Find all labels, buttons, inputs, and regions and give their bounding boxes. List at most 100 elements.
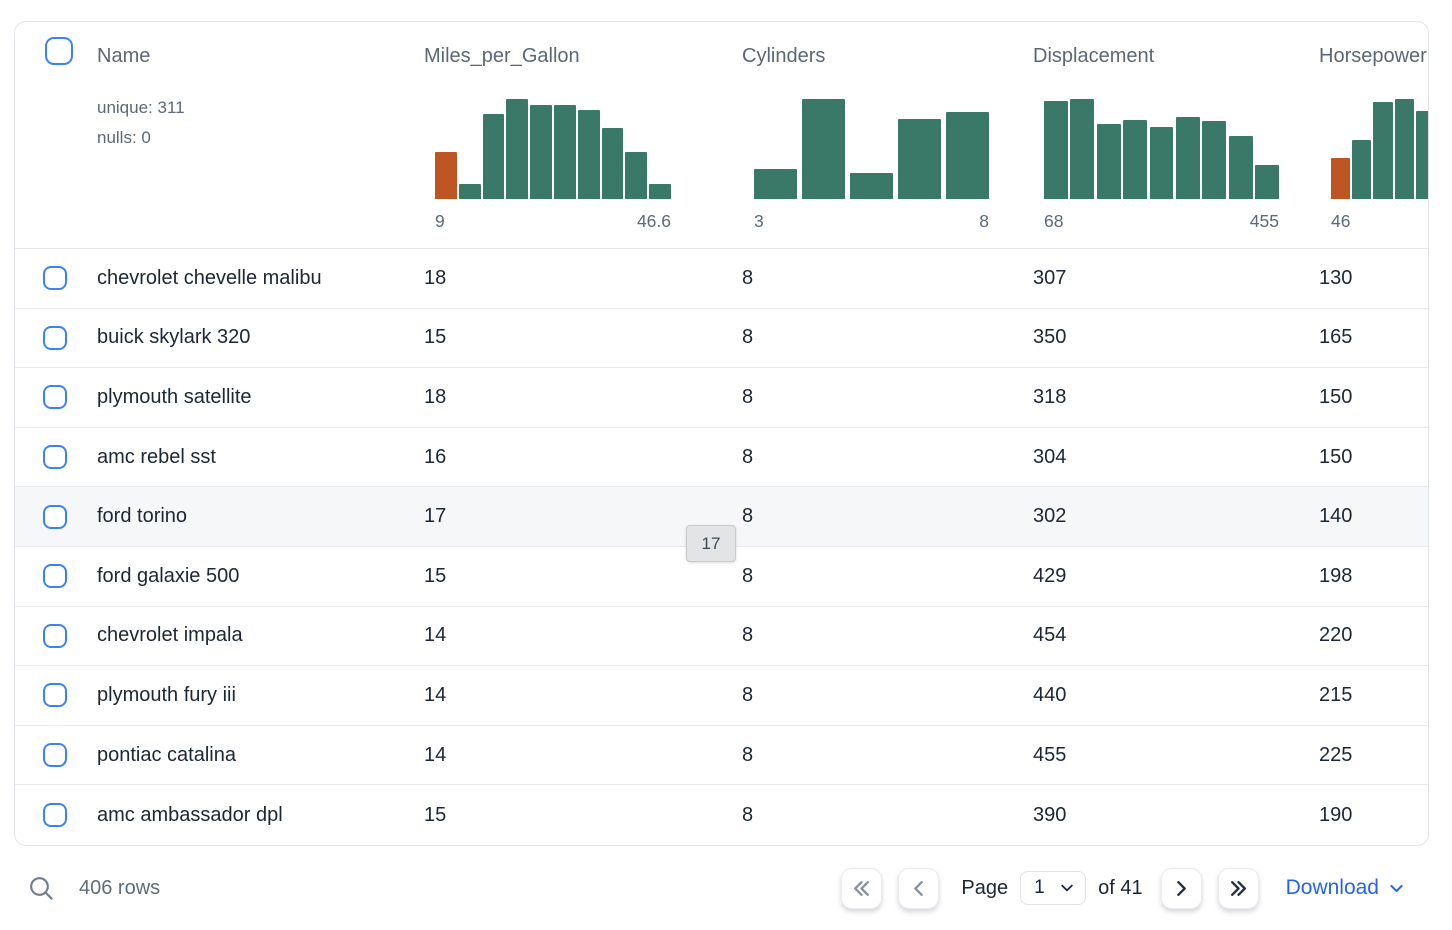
histogram-bar[interactable] <box>649 184 671 199</box>
name-cell: amc ambassador dpl <box>97 803 283 826</box>
table-footer: 406 rows Page 1 of 41 <box>14 846 1429 930</box>
axis-labels-horsepower: 46 <box>1331 211 1428 232</box>
axis-max-label: 46.6 <box>636 211 671 231</box>
histogram-bar[interactable] <box>1149 127 1174 199</box>
horsepower-cell: 150 <box>1319 445 1353 468</box>
histogram-bar[interactable] <box>1070 99 1095 199</box>
chevron-right-icon <box>1176 880 1186 896</box>
histogram-bar[interactable] <box>898 119 941 199</box>
row-checkbox[interactable] <box>43 385 67 410</box>
histogram-bar[interactable] <box>946 112 989 199</box>
cylinders-cell: 8 <box>742 326 754 349</box>
histogram-bar[interactable] <box>1202 121 1227 199</box>
column-header-cylinders: Cylinders <box>742 45 826 67</box>
histogram-horsepower[interactable] <box>1331 99 1428 199</box>
chevrons-left-icon <box>854 880 870 896</box>
mpg-cell: 14 <box>424 743 447 766</box>
horsepower-cell: 215 <box>1319 683 1353 706</box>
row-checkbox[interactable] <box>43 743 67 768</box>
page-number-select[interactable]: 1 <box>1020 871 1087 905</box>
histogram-displacement[interactable] <box>1044 99 1279 199</box>
column-header-mpg: Miles_per_Gallon <box>424 45 580 67</box>
histogram-bar[interactable] <box>850 173 893 199</box>
histogram-bar[interactable] <box>754 169 797 199</box>
horsepower-cell: 150 <box>1319 385 1353 408</box>
histogram-bar[interactable] <box>482 114 505 199</box>
histogram-bar[interactable] <box>1175 117 1200 199</box>
table-row[interactable]: plymouth fury iii 14 8 440 215 <box>15 666 1428 726</box>
axis-min-label: 9 <box>435 211 445 231</box>
row-checkbox[interactable] <box>43 325 67 350</box>
histogram-bar[interactable] <box>506 99 529 199</box>
table-row[interactable]: amc ambassador dpl 15 8 390 190 <box>15 785 1428 845</box>
table-row[interactable]: chevrolet chevelle malibu 18 8 307 130 <box>15 249 1428 309</box>
cylinders-cell: 8 <box>742 683 754 706</box>
axis-min-label: 46 <box>1331 211 1351 231</box>
mpg-cell: 15 <box>424 564 447 587</box>
mpg-cell: 16 <box>424 445 447 468</box>
displacement-cell: 454 <box>1033 624 1067 647</box>
table-header: Name unique: 311 nulls: 0 Miles_per_Gall… <box>15 22 1428 249</box>
cylinders-cell: 8 <box>742 266 754 289</box>
histogram-bar[interactable] <box>1123 120 1147 199</box>
column-header-name: Name <box>97 45 151 67</box>
table-row[interactable]: plymouth satellite 18 8 318 150 <box>15 368 1428 428</box>
histogram-bar[interactable] <box>1373 102 1393 199</box>
histogram-bar[interactable] <box>1352 140 1372 199</box>
axis-max-label: 455 <box>1249 211 1279 231</box>
column-header-horsepower: Horsepower <box>1319 45 1427 67</box>
row-checkbox[interactable] <box>43 266 67 291</box>
page-label: Page <box>961 876 1009 899</box>
cylinders-cell: 8 <box>742 445 754 468</box>
page-number-value: 1 <box>1034 877 1045 898</box>
histogram-bar[interactable] <box>553 105 576 199</box>
first-page-button[interactable] <box>841 867 883 909</box>
histogram-cylinders[interactable] <box>754 99 989 199</box>
cylinders-cell: 8 <box>742 505 754 528</box>
histogram-bar[interactable] <box>1394 99 1414 199</box>
cylinders-cell: 8 <box>742 564 754 587</box>
histogram-mpg[interactable] <box>435 99 671 199</box>
axis-labels-displacement: 68 455 <box>1044 211 1279 232</box>
previous-page-button[interactable] <box>898 867 940 909</box>
search-icon[interactable] <box>28 875 55 902</box>
histogram-bar[interactable] <box>1228 136 1253 199</box>
name-cell: plymouth fury iii <box>97 683 236 706</box>
displacement-cell: 429 <box>1033 564 1067 587</box>
select-all-checkbox[interactable] <box>45 37 73 65</box>
table-row[interactable]: pontiac catalina 14 8 455 225 <box>15 725 1428 786</box>
row-checkbox[interactable] <box>43 564 67 589</box>
name-cell: plymouth satellite <box>97 385 252 408</box>
histogram-bar[interactable] <box>1096 124 1121 199</box>
last-page-button[interactable] <box>1217 867 1259 909</box>
histogram-bar[interactable] <box>1415 111 1428 199</box>
axis-labels-mpg: 9 46.6 <box>435 211 671 232</box>
name-cell: chevrolet chevelle malibu <box>97 266 322 289</box>
histogram-bar[interactable] <box>435 152 457 199</box>
histogram-bar[interactable] <box>601 128 624 199</box>
mpg-cell: 14 <box>424 624 447 647</box>
table-row[interactable]: amc rebel sst 16 8 304 150 <box>15 427 1428 488</box>
histogram-bar[interactable] <box>577 110 600 199</box>
cylinders-cell: 8 <box>742 385 754 408</box>
name-cell: ford torino <box>97 505 188 528</box>
row-checkbox[interactable] <box>43 445 67 470</box>
histogram-bar[interactable] <box>625 152 648 199</box>
mpg-cell: 18 <box>424 266 447 289</box>
download-button[interactable]: Download <box>1286 876 1405 900</box>
table-row[interactable]: chevrolet impala 14 8 454 220 <box>15 606 1428 667</box>
row-checkbox[interactable] <box>43 623 67 648</box>
row-checkbox[interactable] <box>43 683 67 708</box>
displacement-cell: 440 <box>1033 683 1067 706</box>
next-page-button[interactable] <box>1160 867 1202 909</box>
histogram-bar[interactable] <box>1255 165 1279 199</box>
histogram-bar[interactable] <box>802 99 845 199</box>
row-checkbox[interactable] <box>43 504 67 529</box>
histogram-bar[interactable] <box>1044 101 1068 199</box>
horsepower-cell: 140 <box>1319 505 1353 528</box>
histogram-bar[interactable] <box>530 105 552 199</box>
table-row[interactable]: buick skylark 320 15 8 350 165 <box>15 308 1428 369</box>
row-checkbox[interactable] <box>43 803 67 828</box>
histogram-bar[interactable] <box>1331 158 1351 199</box>
histogram-bar[interactable] <box>458 184 481 199</box>
